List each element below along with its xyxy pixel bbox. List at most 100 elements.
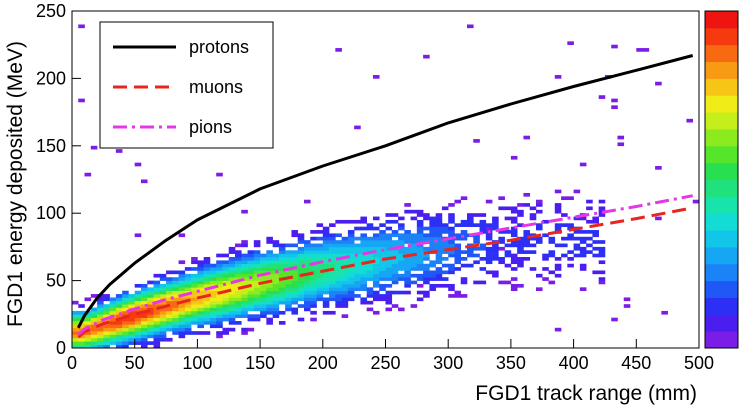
- heatmap-cell: [372, 240, 380, 244]
- heatmap-cell: [441, 283, 449, 288]
- heatmap-cell: [128, 327, 135, 332]
- heatmap-cell: [441, 270, 449, 275]
- heatmap-cell: [140, 304, 148, 308]
- heatmap-cell: [184, 300, 192, 305]
- heatmap-cell: [642, 48, 650, 52]
- heatmap-cell: [191, 294, 198, 298]
- heatmap-cell: [391, 280, 399, 285]
- x-tick-label: 350: [496, 353, 526, 373]
- heatmap-cell: [391, 250, 399, 254]
- heatmap-cell: [592, 233, 599, 238]
- heatmap-cell: [115, 341, 123, 345]
- heatmap-cell: [247, 290, 255, 295]
- heatmap-cell: [416, 213, 424, 217]
- heatmap-cell: [153, 327, 161, 332]
- heatmap-cell: [291, 263, 299, 268]
- heatmap-cell: [485, 246, 493, 251]
- heatmap-cell: [335, 246, 342, 251]
- heatmap-cell: [253, 253, 261, 258]
- heatmap-cell: [228, 310, 236, 315]
- heatmap-cell: [423, 270, 430, 275]
- heatmap-cell: [97, 304, 104, 308]
- heatmap-cell: [184, 307, 192, 312]
- heatmap-cell: [554, 243, 562, 248]
- heatmap-cell: [341, 243, 349, 248]
- heatmap-cell: [423, 54, 430, 59]
- heatmap-cell: [404, 233, 411, 238]
- heatmap-cell: [103, 294, 110, 298]
- heatmap-cell: [297, 253, 305, 258]
- heatmap-cell: [159, 290, 167, 295]
- heatmap-cell: [429, 223, 436, 227]
- heatmap-cell: [303, 297, 311, 302]
- heatmap-cell: [253, 283, 261, 288]
- heatmap-cell: [523, 135, 531, 140]
- heatmap-cell: [435, 253, 443, 258]
- heatmap-cell: [372, 283, 380, 288]
- heatmap-cell: [203, 280, 211, 285]
- heatmap-cell: [122, 321, 129, 325]
- heatmap-cell: [341, 287, 349, 292]
- heatmap-cell: [203, 277, 211, 281]
- heatmap-cell: [492, 219, 499, 224]
- heatmap-cell: [448, 240, 455, 244]
- heatmap-cell: [147, 287, 154, 292]
- heatmap-cell: [341, 294, 349, 298]
- heatmap-cell: [517, 223, 524, 227]
- heatmap-cell: [97, 337, 104, 342]
- heatmap-cell: [379, 273, 386, 278]
- heatmap-cell: [429, 283, 436, 288]
- heatmap-cell: [216, 321, 223, 325]
- heatmap-cell: [391, 304, 399, 308]
- heatmap-cell: [172, 321, 179, 325]
- heatmap-cell: [134, 297, 142, 302]
- heatmap-cell: [228, 304, 236, 308]
- heatmap-cell: [335, 240, 342, 244]
- heatmap-cell: [398, 240, 405, 244]
- heatmap-cell: [115, 304, 123, 308]
- heatmap-cell: [322, 230, 330, 234]
- heatmap-cell: [335, 287, 342, 292]
- heatmap-cell: [454, 236, 462, 241]
- heatmap-cell: [253, 307, 261, 312]
- heatmap-cell: [366, 223, 374, 227]
- heatmap-cell: [78, 304, 85, 308]
- heatmap-cell: [398, 250, 405, 254]
- heatmap-cell: [203, 331, 211, 335]
- y-tick-label: 250: [36, 1, 66, 21]
- heatmap-cell: [460, 277, 468, 281]
- heatmap-cell: [329, 270, 336, 275]
- heatmap-cell: [172, 283, 179, 288]
- heatmap-cell: [159, 317, 167, 322]
- heatmap-cell: [184, 287, 192, 292]
- heatmap-cell: [492, 226, 499, 231]
- heatmap-cell: [285, 300, 292, 305]
- heatmap-cell: [128, 294, 135, 298]
- heatmap-cell: [285, 257, 292, 261]
- heatmap-cell: [347, 253, 355, 258]
- heatmap-cell: [554, 203, 562, 207]
- heatmap-cell: [529, 206, 537, 211]
- colorbar: [705, 11, 738, 349]
- heatmap-cell: [285, 250, 292, 254]
- heatmap-cell: [128, 317, 135, 322]
- heatmap-cell: [266, 283, 273, 288]
- heatmap-cell: [598, 240, 606, 244]
- heatmap-cell: [372, 280, 380, 285]
- heatmap-cell: [228, 273, 236, 278]
- heatmap-cell: [310, 263, 317, 268]
- heatmap-cell: [523, 243, 531, 248]
- heatmap-cell: [159, 310, 167, 315]
- heatmap-cell: [611, 105, 618, 110]
- heatmap-cell: [354, 287, 361, 292]
- heatmap-cell: [78, 314, 85, 318]
- heatmap-cell: [197, 300, 204, 305]
- heatmap-cell: [504, 280, 512, 285]
- heatmap-cell: [360, 216, 367, 221]
- heatmap-cell: [109, 327, 117, 332]
- heatmap-cell: [291, 287, 299, 292]
- colorbar-segment: [705, 331, 738, 349]
- heatmap-cell: [216, 310, 223, 315]
- heatmap-cell: [573, 189, 581, 194]
